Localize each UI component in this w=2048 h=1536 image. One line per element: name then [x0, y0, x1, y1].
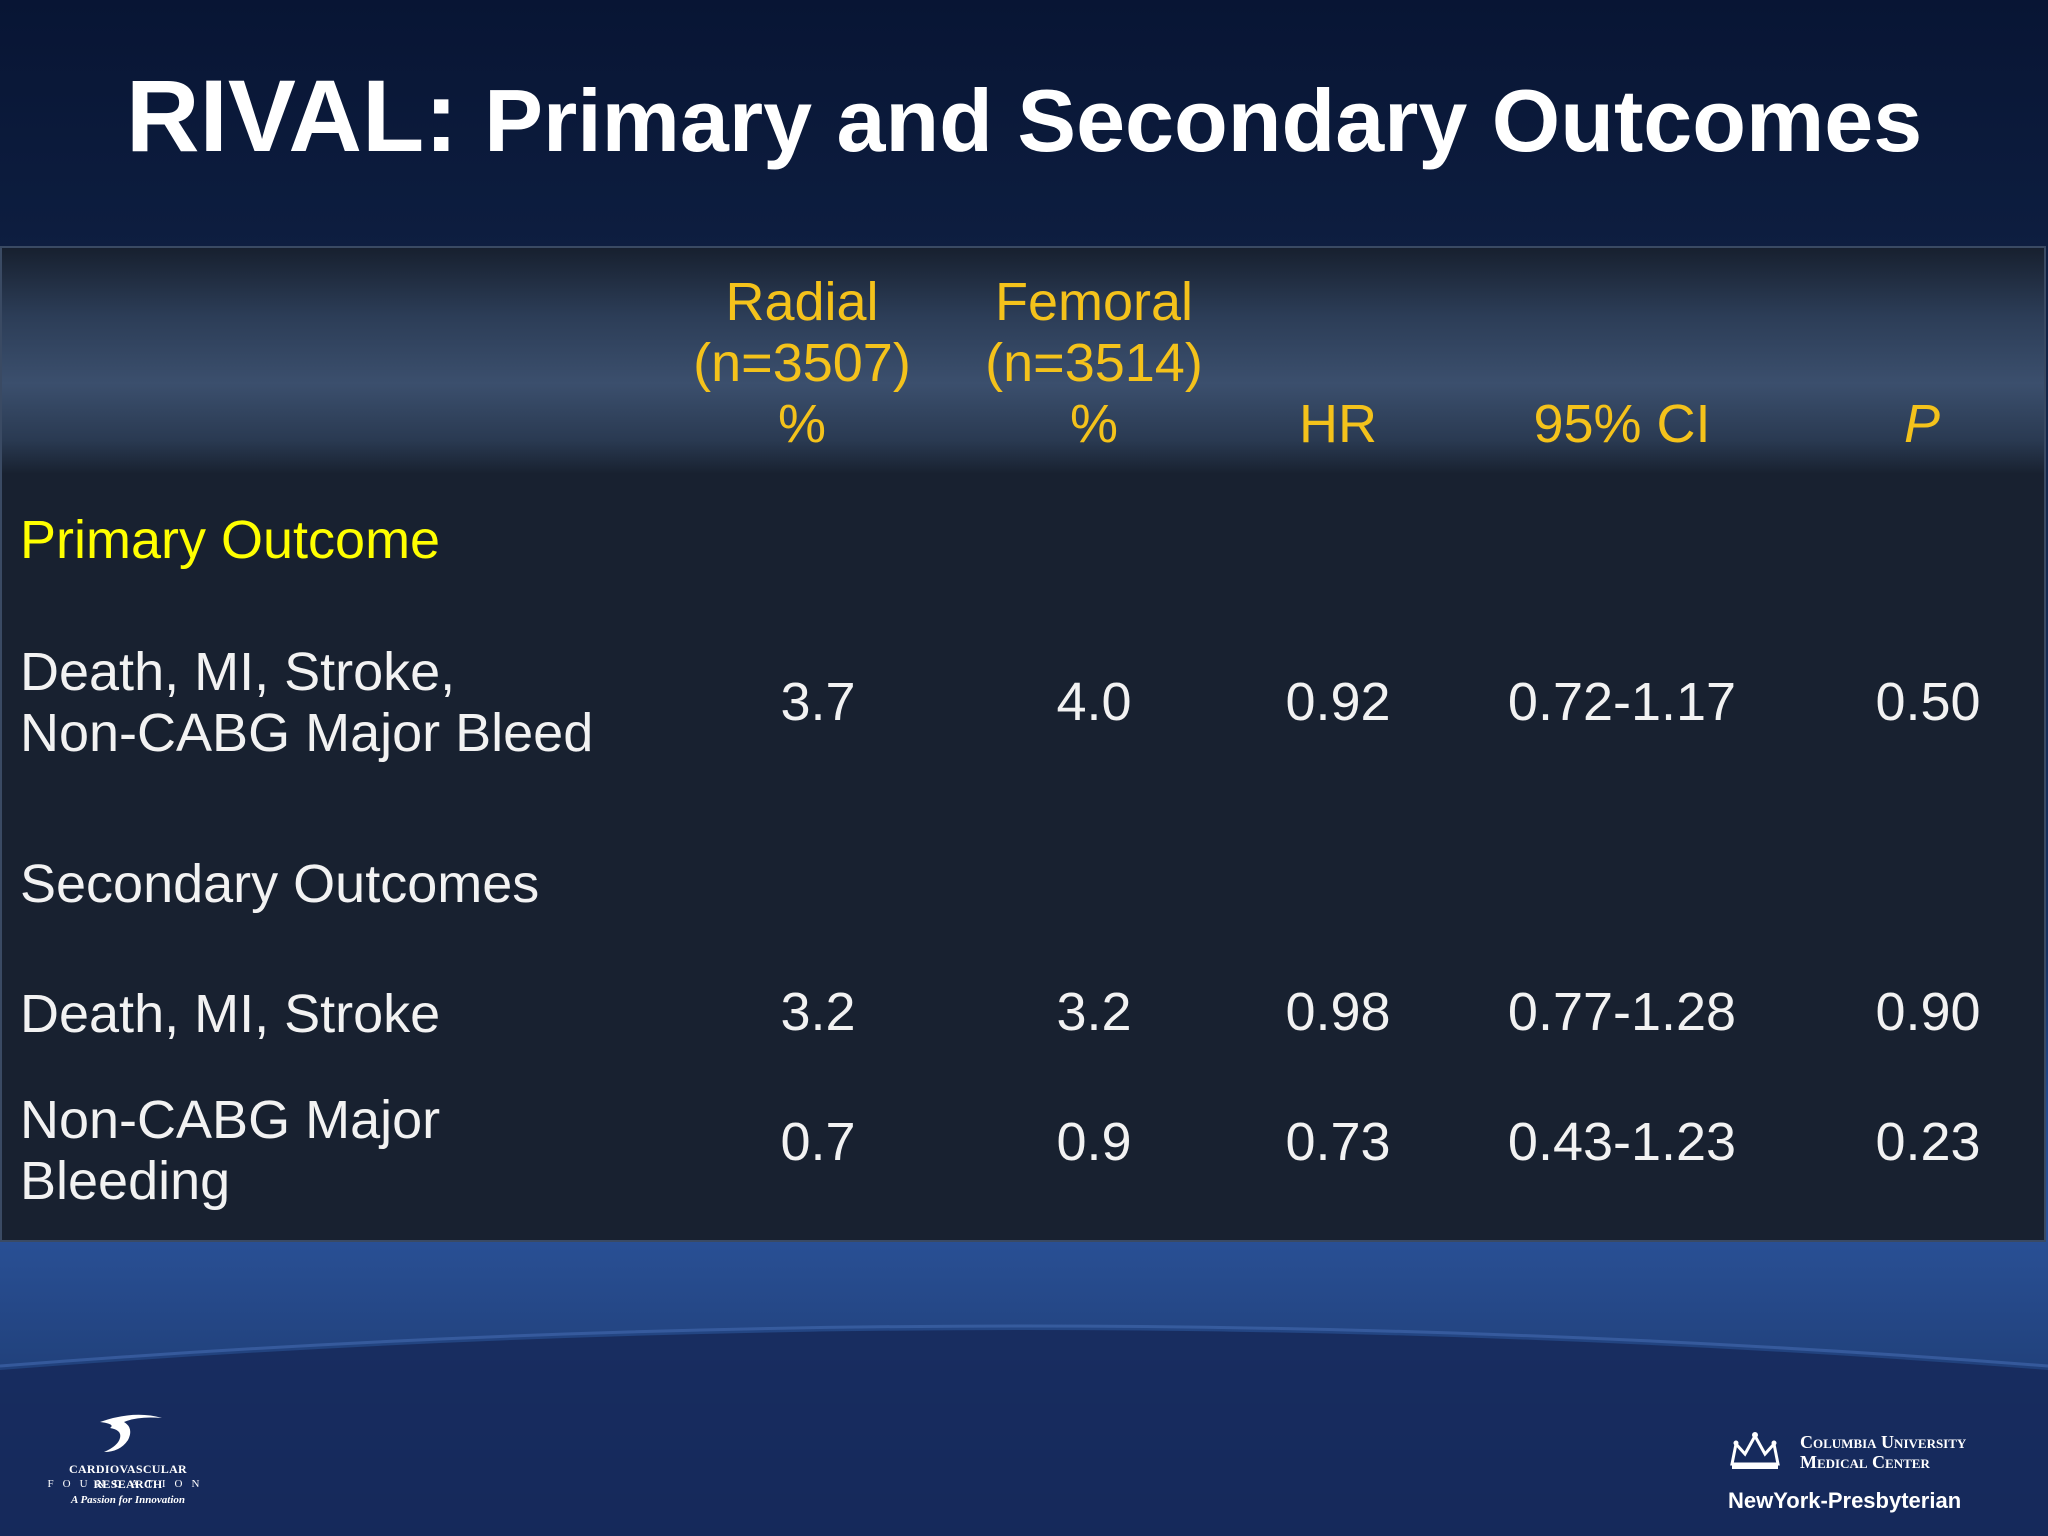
row1-label-line1: Death, MI, Stroke, — [20, 642, 456, 702]
row2-femoral: 3.2 — [1056, 982, 1132, 1042]
row1-radial: 3.7 — [780, 672, 856, 732]
slide-title-sub: Primary and Secondary Outcomes — [484, 71, 1923, 170]
header-p: P — [1903, 394, 1941, 454]
row2-radial: 3.2 — [780, 982, 856, 1042]
header-femoral-line3: % — [1069, 394, 1118, 454]
row2-ci: 0.77-1.28 — [1507, 982, 1737, 1042]
row3-ci: 0.43-1.23 — [1507, 1112, 1737, 1172]
row2-label: Death, MI, Stroke — [20, 984, 441, 1044]
row1-p: 0.50 — [1875, 672, 1981, 732]
crf-swoosh-icon — [100, 1414, 162, 1452]
crown-icon — [1730, 1432, 1780, 1469]
nyp-logo-text: NewYork-Presbyterian — [1728, 1488, 1962, 1513]
columbia-logo-line2: Medical Center — [1800, 1452, 1930, 1472]
columbia-nyp-logo: Columbia University Medical Center NewYo… — [1728, 1428, 2028, 1524]
row3-label-line2: Bleeding — [20, 1151, 231, 1211]
row3-label: Non-CABG Major Bleeding — [20, 1090, 440, 1212]
row1-label: Death, MI, Stroke, Non-CABG Major Bleed — [20, 642, 593, 764]
crf-logo-line2: FOUNDATION — [47, 1478, 209, 1490]
row1-femoral: 4.0 — [1056, 672, 1132, 732]
header-femoral-line2: (n=3514) — [985, 333, 1203, 393]
row1-hr: 0.92 — [1285, 672, 1391, 732]
section-primary-outcome: Primary Outcome — [20, 510, 441, 570]
row2-p: 0.90 — [1875, 982, 1981, 1042]
row3-femoral: 0.9 — [1056, 1112, 1132, 1172]
header-ci: 95% CI — [1533, 394, 1711, 454]
row3-p: 0.23 — [1875, 1112, 1981, 1172]
outcomes-table: Radial (n=3507) % Femoral (n=3514) % HR … — [0, 246, 2046, 1242]
row3-hr: 0.73 — [1285, 1112, 1391, 1172]
section-secondary-outcomes: Secondary Outcomes — [20, 854, 540, 914]
header-radial-line3: % — [777, 394, 826, 454]
header-radial-line2: (n=3507) — [693, 333, 911, 393]
crf-logo-tagline: A Passion for Innovation — [70, 1494, 185, 1506]
table-header-band — [2, 248, 2044, 474]
columbia-logo-line1: Columbia University — [1800, 1432, 1967, 1452]
row2-hr: 0.98 — [1285, 982, 1391, 1042]
slide-title-main: RIVAL: — [125, 59, 459, 173]
row1-ci: 0.72-1.17 — [1507, 672, 1737, 732]
crf-logo-line1: CARDIOVASCULAR RESEARCH — [69, 1462, 187, 1491]
crf-logo: CARDIOVASCULAR RESEARCH FOUNDATION A Pas… — [38, 1412, 218, 1516]
row3-radial: 0.7 — [780, 1112, 856, 1172]
header-radial: Radial (n=3507) % — [662, 272, 942, 455]
header-radial-line1: Radial — [725, 272, 879, 332]
slide-title: RIVAL: Primary and Secondary Outcomes — [0, 58, 2048, 175]
footer-curve — [0, 1324, 2048, 1536]
header-hr: HR — [1299, 394, 1377, 454]
header-femoral: Femoral (n=3514) % — [954, 272, 1234, 455]
row3-label-line1: Non-CABG Major — [20, 1090, 441, 1150]
header-femoral-line1: Femoral — [994, 272, 1194, 332]
row1-label-line2: Non-CABG Major Bleed — [20, 703, 594, 763]
